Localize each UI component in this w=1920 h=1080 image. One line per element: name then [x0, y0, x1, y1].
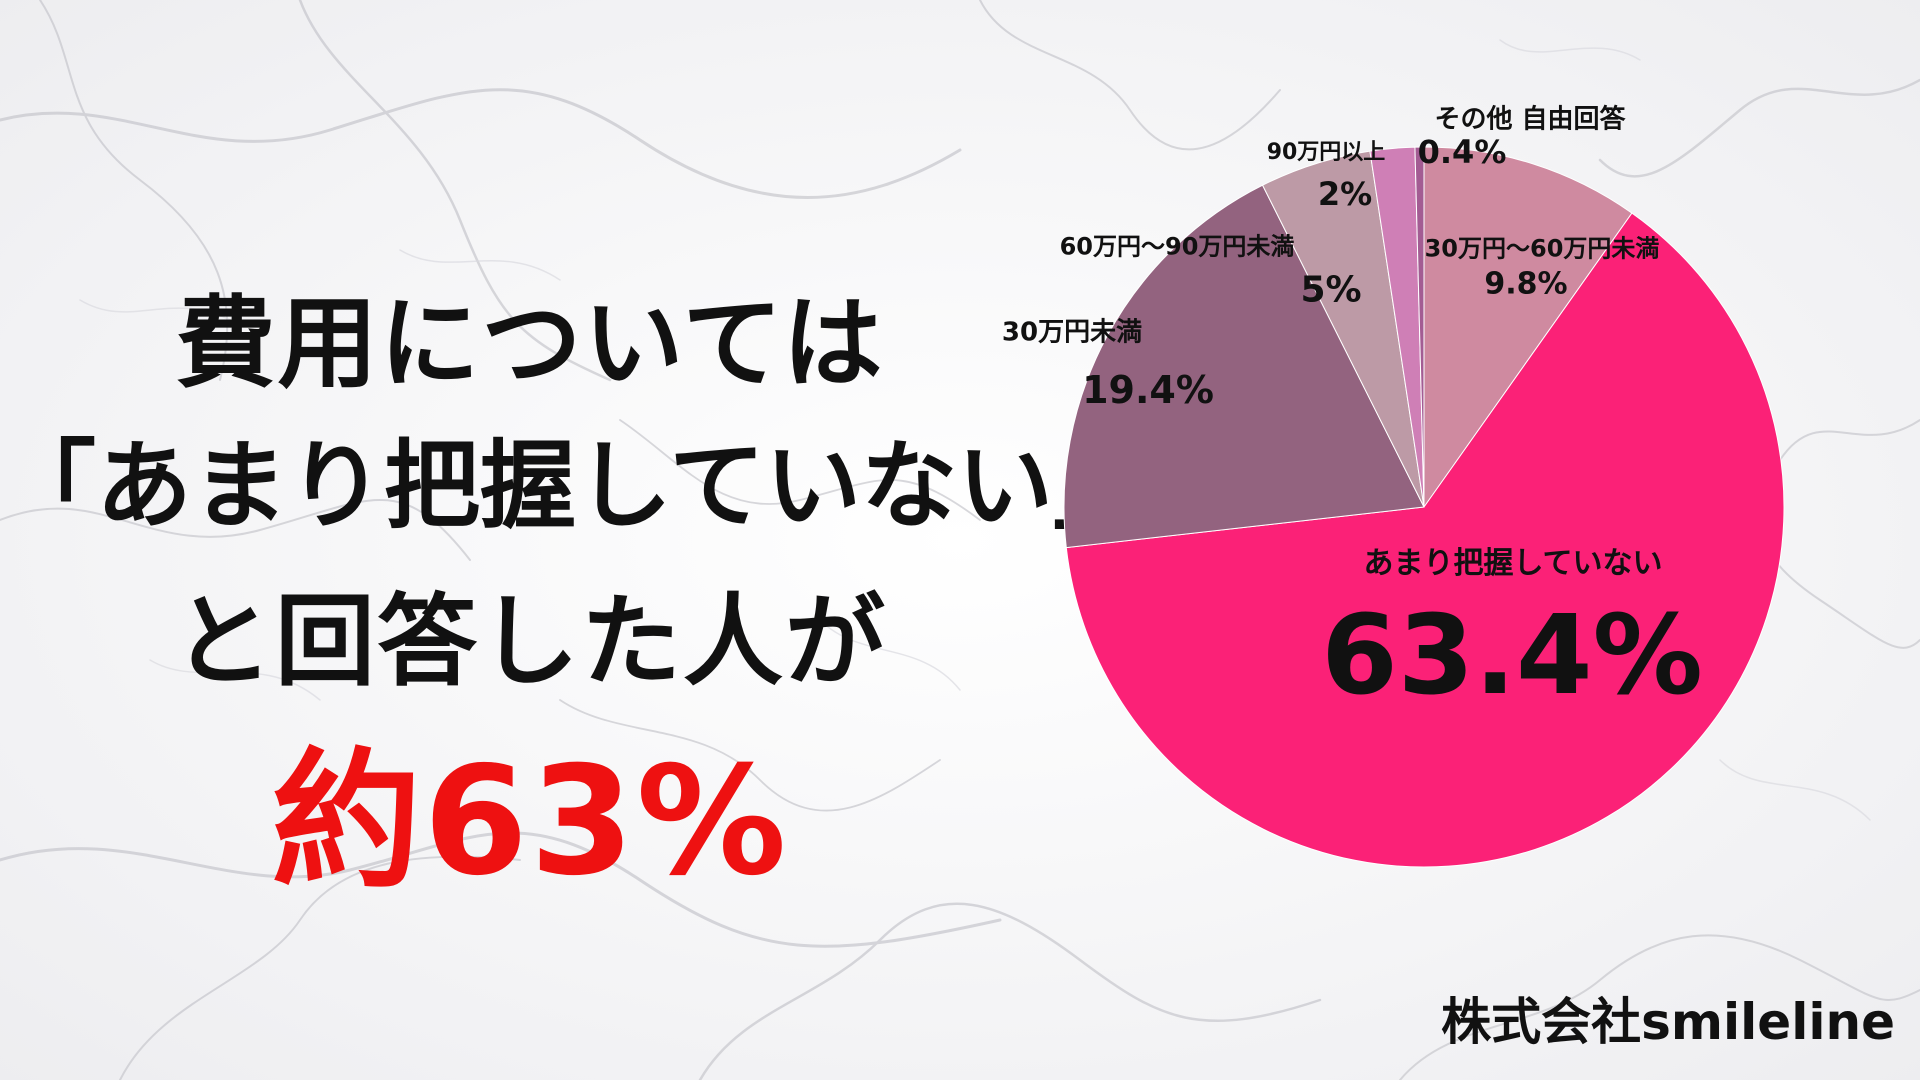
headline-line-1: 費用については	[175, 285, 885, 402]
headline-highlight-percentage: 約63%	[271, 735, 789, 909]
headline-line-3: と回答した人が	[173, 583, 887, 700]
slice-value-label: 0.4%	[1417, 133, 1507, 171]
slice-category-label: 60万円〜90万円未満	[1059, 232, 1295, 261]
slice-category-label: 30万円未満	[1001, 317, 1143, 348]
pie-slice	[1065, 212, 1785, 868]
slice-category-label: 30万円〜60万円未満	[1424, 234, 1660, 263]
slice-category-label: 90万円以上	[1266, 140, 1386, 165]
slice-category-label: その他 自由回答	[1434, 104, 1626, 135]
slice-value-label: 2%	[1317, 175, 1373, 213]
pie-slice	[1414, 146, 1425, 508]
slice-value-label: 19.4%	[1082, 368, 1214, 412]
headline-line-2: 「あまり把握していない」	[0, 430, 1150, 542]
company-name: 株式会社smileline	[1441, 993, 1895, 1051]
pie-slice	[1423, 146, 1633, 509]
slice-value-label: 63.4%	[1321, 591, 1703, 719]
pie-slice	[1063, 184, 1425, 549]
slice-value-label: 9.8%	[1484, 266, 1568, 302]
slice-category-label: あまり把握していない	[1363, 546, 1663, 581]
slice-value-label: 5%	[1300, 269, 1362, 311]
